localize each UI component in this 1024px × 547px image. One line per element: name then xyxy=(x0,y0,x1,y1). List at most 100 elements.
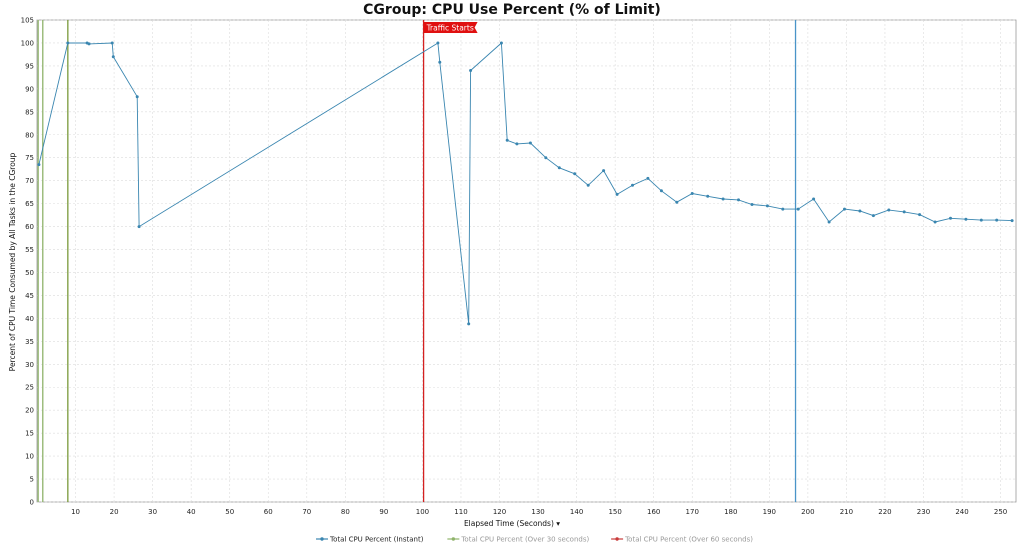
vertical-markers xyxy=(37,20,797,502)
data-point xyxy=(586,183,590,187)
x-tick-label: 90 xyxy=(379,508,388,516)
y-tick-label: 15 xyxy=(25,430,34,438)
data-point xyxy=(750,203,754,206)
x-tick-label: 250 xyxy=(994,508,1007,516)
data-point xyxy=(737,198,740,202)
data-point xyxy=(706,194,710,198)
y-tick-label: 45 xyxy=(25,292,34,300)
x-tick-label: 160 xyxy=(647,508,660,516)
x-tick-label: 130 xyxy=(531,508,544,516)
y-tick-label: 70 xyxy=(25,177,34,185)
x-tick-label: 110 xyxy=(454,508,467,516)
data-point xyxy=(135,95,139,99)
data-point xyxy=(528,141,532,145)
x-tick-label: 20 xyxy=(110,508,119,516)
data-point xyxy=(557,166,561,170)
y-tick-label: 0 xyxy=(30,499,34,507)
data-point xyxy=(765,204,769,208)
y-tick-label: 100 xyxy=(21,39,34,47)
data-point xyxy=(505,138,509,142)
data-point xyxy=(631,183,634,187)
x-axis-label-text: Elapsed Time (Seconds) xyxy=(464,519,554,528)
data-point xyxy=(137,225,141,229)
annotation-flag xyxy=(423,22,478,33)
data-point xyxy=(979,218,983,222)
data-point xyxy=(887,208,891,212)
y-tick-label: 85 xyxy=(25,108,34,116)
y-tick-labels: 0 5 10 15 20 25 30 35 40 45 50 55 60 65 70 75 80 85 90 95 10… xyxy=(21,17,34,507)
y-tick-label: 20 xyxy=(25,407,34,415)
x-tick-label: 170 xyxy=(686,508,699,516)
x-tick-label: 100 xyxy=(416,508,429,516)
data-point xyxy=(615,192,619,196)
y-tick-label: 5 xyxy=(30,476,34,484)
data-point xyxy=(37,163,41,167)
data-point xyxy=(721,197,725,201)
legend-label: Total CPU Percent (Instant) xyxy=(329,536,424,544)
x-tick-label: 30 xyxy=(148,508,157,516)
data-point xyxy=(646,176,650,180)
data-point xyxy=(467,322,471,326)
x-axis-dropdown-icon[interactable]: ▾ xyxy=(556,519,560,528)
data-point xyxy=(964,217,968,221)
x-tick-label: 80 xyxy=(341,508,350,516)
data-point xyxy=(995,218,999,222)
data-point xyxy=(843,207,846,211)
data-point xyxy=(469,69,473,72)
y-tick-label: 105 xyxy=(21,17,34,25)
data-point xyxy=(659,189,663,193)
x-axis-label: Elapsed Time (Seconds) ▾ xyxy=(464,519,560,528)
y-tick-label: 75 xyxy=(25,154,34,162)
data-point xyxy=(949,216,952,220)
data-point xyxy=(902,210,906,214)
data-point xyxy=(781,207,785,211)
y-tick-label: 80 xyxy=(25,131,34,139)
x-tick-labels: 10 20 30 40 50 60 70 80 90 100 110 120 130 140 150 160 1… xyxy=(71,508,1007,516)
series-line xyxy=(38,42,1013,324)
data-point xyxy=(436,41,440,45)
x-tick-label: 40 xyxy=(187,508,196,516)
data-point xyxy=(515,142,519,146)
data-point xyxy=(111,55,115,59)
legend-swatch-dot xyxy=(451,537,456,541)
data-point xyxy=(812,197,816,201)
y-tick-label: 95 xyxy=(25,62,34,70)
data-point xyxy=(675,200,679,204)
legend-swatch-dot xyxy=(615,537,619,541)
data-point xyxy=(87,42,91,46)
y-gridlines xyxy=(37,19,1016,503)
data-point xyxy=(1010,219,1014,223)
y-tick-label: 30 xyxy=(25,361,34,369)
x-tick-label: 230 xyxy=(917,508,930,516)
data-point xyxy=(827,220,831,224)
data-point xyxy=(796,207,800,211)
data-point xyxy=(858,209,862,213)
x-tick-label: 70 xyxy=(302,508,311,516)
legend-swatch-dot xyxy=(320,537,324,541)
plot-area xyxy=(36,19,1017,503)
legend-label: Total CPU Percent (Over 30 seconds) xyxy=(460,536,589,544)
y-tick-label: 50 xyxy=(25,269,34,277)
x-tick-label: 60 xyxy=(264,508,273,516)
data-point xyxy=(933,220,937,224)
data-point xyxy=(918,213,922,217)
x-tick-label: 200 xyxy=(801,508,814,516)
x-tick-label: 140 xyxy=(570,508,583,516)
data-point xyxy=(690,192,694,195)
data-point xyxy=(544,156,548,160)
x-tick-label: 150 xyxy=(608,508,621,516)
data-point xyxy=(871,214,875,218)
x-tick-label: 50 xyxy=(225,508,234,516)
chart-title: CGroup: CPU Use Percent (% of Limit) xyxy=(363,2,661,18)
y-tick-label: 40 xyxy=(25,315,34,323)
series-layer xyxy=(37,41,1014,326)
traffic-starts-annotation: Traffic Starts xyxy=(423,22,478,33)
y-tick-label: 60 xyxy=(25,223,34,231)
y-axis-label: Percent of CPU Time Consumed by All Task… xyxy=(8,152,17,371)
y-tick-label: 35 xyxy=(25,338,34,346)
x-tick-label: 240 xyxy=(955,508,968,516)
y-tick-label: 25 xyxy=(25,384,34,392)
legend: Total CPU Percent (Instant) Total CPU Per… xyxy=(316,536,753,544)
data-point xyxy=(438,60,442,64)
